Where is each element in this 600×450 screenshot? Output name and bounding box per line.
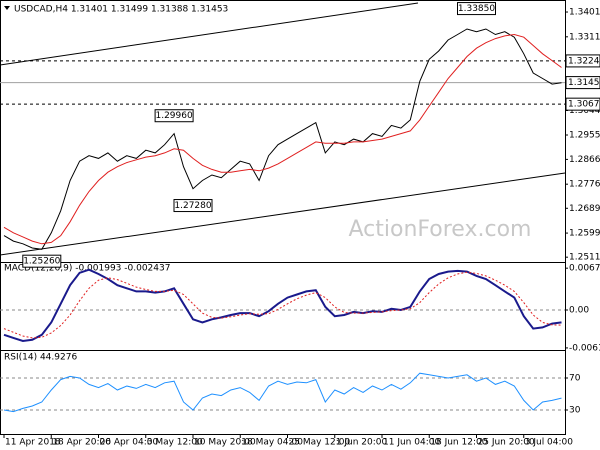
series-line [3, 28, 562, 250]
y-tick-label: 0.00 [569, 306, 589, 316]
y-tick-label: 1.29550 [569, 131, 600, 141]
x-tick-label: 3 Jul 04:00 [525, 438, 574, 448]
x-tick-label: 25 Jun 20:00 [478, 438, 535, 448]
x-tick-label: 11 Apr 2018 [5, 438, 61, 448]
y-tick-label: 0.006745 [569, 264, 600, 274]
level-box [565, 54, 600, 68]
y-tick-label: 1.28665 [569, 155, 600, 165]
y-tick-label: 70 [569, 374, 581, 384]
series-line [3, 372, 562, 413]
level-label: 1.32240 [568, 56, 600, 66]
level-box [565, 97, 600, 111]
rsi-title: RSI(14) 44.9276 [4, 353, 77, 363]
macd-title: MACD(12,26,9) -0.001993 -0.002437 [4, 264, 170, 274]
channel-line [0, 2, 419, 66]
y-tick-label: -0.006115 [569, 343, 600, 353]
level-box [565, 76, 600, 90]
series-line [3, 33, 562, 245]
x-tick-label: 10 May 20:00 [194, 438, 256, 448]
x-tick-label: 25 May 12:00 [289, 438, 351, 448]
x-tick-label: 18 Apr 20:00 [52, 438, 111, 448]
y-tick-label: 1.30440 [569, 106, 600, 116]
menu-arrow [4, 6, 10, 10]
annotation-label: 1.33850 [458, 4, 495, 14]
y-tick-label: 1.25115 [569, 253, 600, 263]
annotation-box [22, 254, 62, 268]
annotation-box [457, 2, 496, 16]
x-tick-label: 1 Jun 20:00 [336, 438, 388, 448]
x-tick-label: 26 Apr 04:00 [100, 438, 159, 448]
plot-frame [0, 0, 566, 435]
series-line [3, 268, 562, 343]
y-tick-label: 30 [569, 406, 581, 416]
level-label: 1.31453 [568, 78, 600, 88]
x-tick-label: 11 Jun 04:00 [383, 438, 440, 448]
annotation-label: 1.25260 [23, 257, 60, 267]
level-label: 1.30670 [568, 100, 600, 110]
x-tick-label: 18 Jun 12:00 [430, 438, 487, 448]
annotation-label: 1.29960 [155, 111, 192, 121]
annotation-box [173, 199, 213, 213]
channel-line [0, 172, 566, 256]
x-tick-label: 18 May 04:00 [241, 438, 303, 448]
y-tick-label: 1.25990 [569, 229, 600, 239]
annotation-label: 1.27280 [174, 201, 211, 211]
y-tick-label: 1.27765 [569, 180, 600, 190]
chart-title: USDCAD,H4 1.31401 1.31499 1.31388 1.3145… [14, 5, 228, 15]
watermark: ActionForex.com [349, 217, 532, 242]
x-tick-label: 3 May 12:00 [147, 438, 203, 448]
y-tick-label: 1.33115 [569, 32, 600, 42]
annotation-box [154, 109, 194, 123]
y-tick-label: 1.26890 [569, 204, 600, 214]
y-tick-label: 1.34015 [569, 8, 600, 18]
